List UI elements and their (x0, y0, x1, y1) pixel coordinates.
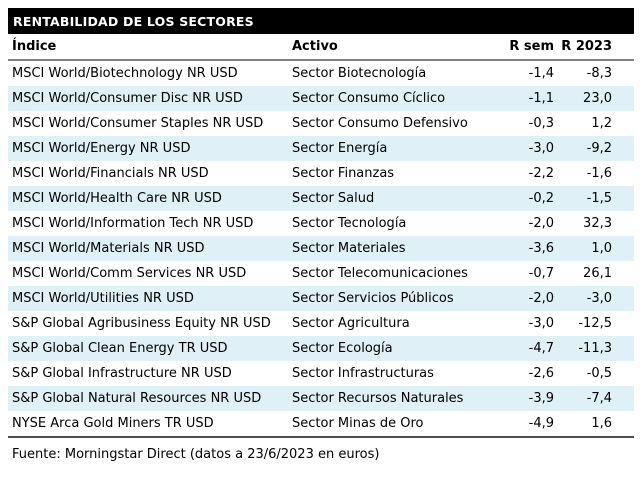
cell-indice: S&P Global Natural Resources NR USD (12, 391, 262, 406)
cell-r-2023: 32,3 (583, 216, 612, 231)
table-row: S&P Global Clean Energy TR USD Sector Ec… (8, 336, 634, 361)
cell-activo: Sector Infrastructuras (292, 366, 434, 381)
cell-activo: Sector Biotecnología (292, 66, 427, 81)
cell-r-sem: -2,0 (528, 291, 554, 306)
cell-indice: MSCI World/Biotechnology NR USD (12, 66, 238, 81)
cell-activo: Sector Recursos Naturales (292, 391, 464, 406)
cell-r-2023: 23,0 (583, 91, 612, 106)
cell-r-2023: -11,3 (578, 341, 612, 356)
cell-r-2023: -1,6 (586, 166, 612, 181)
cell-r-2023: -1,5 (586, 191, 612, 206)
cell-r-sem: -0,3 (528, 116, 554, 131)
table-row: S&P Global Agribusiness Equity NR USD Se… (8, 311, 634, 336)
cell-indice: MSCI World/Consumer Disc NR USD (12, 91, 243, 106)
cell-indice: MSCI World/Information Tech NR USD (12, 216, 254, 231)
cell-r-2023: -9,2 (586, 141, 612, 156)
cell-activo: Sector Tecnología (292, 216, 407, 231)
table-row: MSCI World/Consumer Disc NR USD Sector C… (8, 86, 634, 111)
cell-activo: Sector Agricultura (292, 316, 410, 331)
cell-indice: MSCI World/Utilities NR USD (12, 291, 194, 306)
cell-activo: Sector Finanzas (292, 166, 395, 181)
cell-indice: MSCI World/Health Care NR USD (12, 191, 222, 206)
column-header-indice: Índice (12, 39, 57, 54)
cell-activo: Sector Consumo Cíclico (292, 91, 446, 106)
cell-r-2023: -3,0 (586, 291, 612, 306)
cell-r-sem: -3,0 (528, 316, 554, 331)
cell-indice: NYSE Arca Gold Miners TR USD (12, 416, 214, 431)
cell-r-sem: -2,0 (528, 216, 554, 231)
cell-activo: Sector Telecomunicaciones (292, 266, 468, 281)
cell-indice: MSCI World/Consumer Staples NR USD (12, 116, 264, 131)
cell-indice: MSCI World/Financials NR USD (12, 166, 209, 181)
table-row: MSCI World/Biotechnology NR USD Sector B… (8, 61, 634, 86)
table-row: MSCI World/Information Tech NR USD Secto… (8, 211, 634, 236)
table-row: MSCI World/Consumer Staples NR USD Secto… (8, 111, 634, 136)
cell-r-2023: -0,5 (586, 366, 612, 381)
cell-indice: S&P Global Clean Energy TR USD (12, 341, 228, 356)
column-header-activo: Activo (292, 39, 338, 54)
cell-r-sem: -2,6 (528, 366, 554, 381)
cell-r-2023: 1,6 (591, 416, 612, 431)
cell-activo: Sector Salud (292, 191, 375, 206)
cell-indice: S&P Global Agribusiness Equity NR USD (12, 316, 271, 331)
table-row: S&P Global Infrastructure NR USD Sector … (8, 361, 634, 386)
cell-r-sem: -1,1 (528, 91, 554, 106)
cell-indice: S&P Global Infrastructure NR USD (12, 366, 232, 381)
cell-r-2023: -12,5 (578, 316, 612, 331)
cell-indice: MSCI World/Energy NR USD (12, 141, 191, 156)
sector-returns-report: RENTABILIDAD DE LOS SECTORES Índice Acti… (8, 8, 634, 462)
table-row: MSCI World/Materials NR USD Sector Mater… (8, 236, 634, 261)
table-row: MSCI World/Financials NR USD Sector Fina… (8, 161, 634, 186)
cell-activo: Sector Energía (292, 141, 388, 156)
cell-r-sem: -3,0 (528, 141, 554, 156)
cell-r-sem: -2,2 (528, 166, 554, 181)
table-title: RENTABILIDAD DE LOS SECTORES (13, 13, 254, 29)
table-row: S&P Global Natural Resources NR USD Sect… (8, 386, 634, 411)
cell-r-2023: 1,2 (591, 116, 612, 131)
table-row: NYSE Arca Gold Miners TR USD Sector Mina… (8, 411, 634, 436)
table-row: MSCI World/Utilities NR USD Sector Servi… (8, 286, 634, 311)
cell-activo: Sector Consumo Defensivo (292, 116, 468, 131)
cell-r-sem: -0,2 (528, 191, 554, 206)
table-row: MSCI World/Energy NR USD Sector Energía … (8, 136, 634, 161)
cell-r-sem: -4,9 (528, 416, 554, 431)
column-header-r-sem: R sem (509, 39, 554, 54)
cell-r-sem: -1,4 (528, 66, 554, 81)
table-body: MSCI World/Biotechnology NR USD Sector B… (8, 61, 634, 438)
table-row: MSCI World/Comm Services NR USD Sector T… (8, 261, 634, 286)
cell-indice: MSCI World/Materials NR USD (12, 241, 205, 256)
table-row: MSCI World/Health Care NR USD Sector Sal… (8, 186, 634, 211)
cell-activo: Sector Materiales (292, 241, 406, 256)
cell-r-sem: -3,9 (528, 391, 554, 406)
cell-r-sem: -3,6 (528, 241, 554, 256)
cell-r-sem: -0,7 (528, 266, 554, 281)
cell-r-2023: -7,4 (586, 391, 612, 406)
column-header-r-2023: R 2023 (561, 39, 612, 54)
source-note: Fuente: Morningstar Direct (datos a 23/6… (12, 447, 380, 462)
cell-activo: Sector Servicios Públicos (292, 291, 454, 306)
cell-activo: Sector Ecología (292, 341, 393, 356)
cell-r-sem: -4,7 (528, 341, 554, 356)
table-header-row: Índice Activo R sem R 2023 (8, 34, 634, 61)
table-title-bar: RENTABILIDAD DE LOS SECTORES (8, 8, 634, 34)
cell-activo: Sector Minas de Oro (292, 416, 424, 431)
cell-indice: MSCI World/Comm Services NR USD (12, 266, 247, 281)
cell-r-2023: -8,3 (586, 66, 612, 81)
cell-r-2023: 1,0 (591, 241, 612, 256)
cell-r-2023: 26,1 (583, 266, 612, 281)
